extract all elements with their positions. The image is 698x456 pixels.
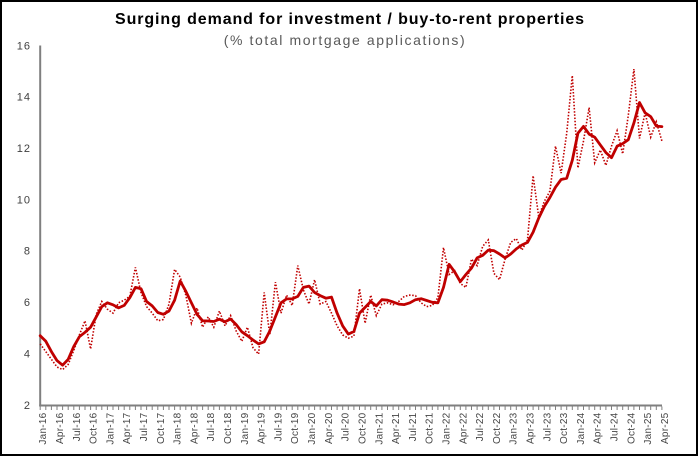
svg-text:12: 12	[17, 143, 31, 155]
svg-text:Jan-25: Jan-25	[643, 412, 654, 444]
svg-text:Jan-20: Jan-20	[307, 412, 318, 444]
svg-text:Jul-23: Jul-23	[542, 412, 553, 441]
svg-text:14: 14	[17, 92, 31, 104]
svg-text:Jan-19: Jan-19	[240, 412, 251, 444]
svg-text:6: 6	[24, 297, 31, 309]
svg-text:Jul-19: Jul-19	[273, 412, 284, 441]
svg-text:Apr-21: Apr-21	[391, 412, 402, 444]
svg-text:Apr-25: Apr-25	[660, 412, 671, 444]
svg-text:Oct-23: Oct-23	[559, 412, 570, 444]
svg-text:Apr-18: Apr-18	[189, 412, 200, 444]
svg-text:Jul-16: Jul-16	[72, 412, 83, 441]
svg-text:8: 8	[24, 246, 31, 258]
svg-text:Jul-22: Jul-22	[475, 412, 486, 441]
svg-text:Surging demand for investment: Surging demand for investment / buy-to-r…	[115, 11, 585, 28]
svg-text:Jan-21: Jan-21	[374, 412, 385, 444]
svg-text:Oct-17: Oct-17	[156, 412, 167, 444]
svg-text:Jan-18: Jan-18	[173, 412, 184, 444]
svg-text:Jan-22: Jan-22	[442, 412, 453, 444]
svg-text:Oct-20: Oct-20	[358, 412, 369, 444]
svg-text:2: 2	[24, 400, 31, 412]
svg-text:Apr-19: Apr-19	[257, 412, 268, 444]
svg-text:Apr-22: Apr-22	[458, 412, 469, 444]
svg-text:10: 10	[17, 194, 31, 206]
svg-text:Jul-18: Jul-18	[206, 412, 217, 441]
svg-text:Jul-20: Jul-20	[341, 412, 352, 441]
svg-text:Jan-17: Jan-17	[105, 412, 116, 444]
svg-text:Apr-20: Apr-20	[324, 412, 335, 444]
svg-text:Apr-17: Apr-17	[122, 412, 133, 444]
svg-text:Apr-16: Apr-16	[55, 412, 66, 444]
svg-text:Oct-21: Oct-21	[425, 412, 436, 444]
svg-text:Jul-21: Jul-21	[408, 412, 419, 441]
svg-text:Jul-24: Jul-24	[610, 412, 621, 441]
svg-text:(% total mortgage applications: (% total mortgage applications)	[224, 32, 467, 48]
svg-text:Jan-24: Jan-24	[576, 412, 587, 444]
svg-text:4: 4	[24, 348, 31, 360]
svg-text:Jul-17: Jul-17	[139, 412, 150, 441]
svg-text:Oct-22: Oct-22	[492, 412, 503, 444]
svg-text:Jan-16: Jan-16	[38, 412, 49, 444]
svg-text:Apr-24: Apr-24	[593, 412, 604, 444]
svg-text:Oct-19: Oct-19	[290, 412, 301, 444]
svg-text:Oct-18: Oct-18	[223, 412, 234, 444]
svg-text:Oct-24: Oct-24	[626, 412, 637, 444]
svg-text:Apr-23: Apr-23	[526, 412, 537, 444]
svg-text:Oct-16: Oct-16	[89, 412, 100, 444]
svg-text:16: 16	[17, 40, 31, 52]
svg-text:Jan-23: Jan-23	[509, 412, 520, 444]
